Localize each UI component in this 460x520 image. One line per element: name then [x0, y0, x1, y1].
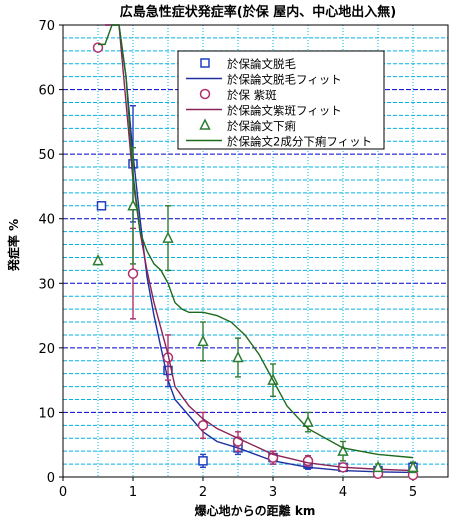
legend-label: 於保論文下痢 — [227, 119, 296, 133]
series-line — [105, 24, 414, 472]
x-tick-label: 5 — [409, 485, 417, 500]
y-tick-label: 70 — [38, 19, 55, 34]
data-point — [232, 350, 244, 363]
data-point — [162, 231, 174, 243]
y-tick-label: 50 — [38, 148, 55, 163]
legend-label: 於保論文2成分下痢フィット — [227, 135, 372, 149]
data-point — [198, 456, 208, 466]
legend-label: 於保論文脱毛フィット — [227, 73, 342, 87]
x-tick-label: 1 — [129, 485, 137, 500]
data-point — [337, 444, 349, 456]
y-tick-label: 60 — [38, 84, 55, 99]
series-layer — [92, 24, 419, 481]
y-tick-label: 10 — [38, 406, 55, 421]
data-point — [197, 420, 209, 431]
legend-swatch — [199, 118, 211, 130]
y-tick-label: 20 — [38, 342, 55, 357]
data-point — [92, 254, 104, 266]
data-point — [96, 201, 107, 211]
data-point — [127, 268, 139, 279]
data-point — [302, 455, 314, 467]
y-tick-label: 30 — [38, 277, 55, 292]
data-point — [372, 460, 384, 473]
y-axis-label: 発症率 % — [6, 219, 21, 272]
fit-curve — [98, 24, 414, 459]
x-tick-label: 3 — [269, 485, 277, 500]
legend-label: 於保 紫斑 — [227, 88, 277, 102]
x-tick-label: 2 — [199, 485, 207, 500]
data-point — [197, 334, 209, 347]
x-tick-label: 4 — [339, 485, 347, 500]
data-point — [92, 42, 104, 53]
data-point — [302, 415, 314, 427]
series-square — [96, 105, 418, 476]
x-tick-label: 0 — [59, 485, 67, 500]
x-axis-ticks: 0 1 2 3 4 5 — [59, 477, 417, 500]
series-line — [98, 24, 414, 459]
legend-box — [177, 50, 385, 150]
legend-swatch — [199, 88, 211, 100]
series-triangle — [92, 146, 419, 474]
x-axis-label: 爆心地からの距離 km — [195, 503, 316, 518]
data-point — [407, 460, 419, 473]
y-tick-label: 40 — [38, 213, 55, 228]
legend-label: 於保論文脱毛 — [227, 57, 296, 71]
y-tick-label: 0 — [47, 471, 55, 486]
fit-curve — [105, 24, 414, 472]
data-point — [127, 199, 139, 211]
chart-title: 広島急性症状発症率(於保 屋内、中心地出入無) — [120, 4, 396, 20]
plot-frame — [62, 24, 449, 478]
legend-label: 於保論文紫斑フィット — [227, 104, 342, 118]
y-axis-ticks: 0 10 20 30 40 50 60 70 — [38, 19, 63, 486]
legend-swatch — [200, 58, 210, 68]
